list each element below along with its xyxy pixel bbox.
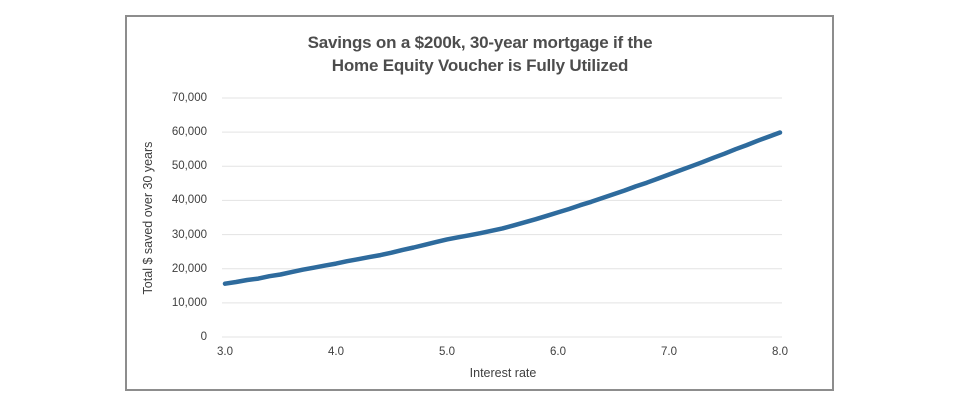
y-tick-label: 20,000 — [171, 262, 207, 275]
chart-card — [125, 15, 834, 391]
x-tick-label: 8.0 — [772, 346, 788, 358]
y-tick-label: 60,000 — [171, 126, 207, 139]
savings-line-series — [222, 130, 783, 286]
chart-title-line-1: Savings on a $200k, 30-year mortgage if … — [307, 33, 653, 52]
x-tick-label: 5.0 — [439, 346, 455, 358]
y-tick-label: 70,000 — [171, 92, 207, 104]
chart-title-line-2: Home Equity Voucher is Fully Utilized — [331, 56, 629, 75]
y-tick-label: 10,000 — [171, 296, 207, 309]
x-tick-label: 6.0 — [550, 346, 566, 358]
x-tick-label: 4.0 — [328, 346, 344, 358]
chart-title: Savings on a $200k, 30-year mortgage if … — [125, 31, 835, 77]
x-axis-title: Interest rate — [469, 366, 537, 380]
y-tick-label: 30,000 — [171, 228, 207, 241]
y-tick-label: 40,000 — [171, 194, 207, 207]
gridlines — [222, 97, 782, 338]
x-tick-label: 7.0 — [661, 346, 677, 358]
y-tick-label: 0 — [200, 331, 207, 343]
x-tick-label: 3.0 — [217, 346, 233, 358]
y-tick-label: 50,000 — [171, 160, 207, 173]
